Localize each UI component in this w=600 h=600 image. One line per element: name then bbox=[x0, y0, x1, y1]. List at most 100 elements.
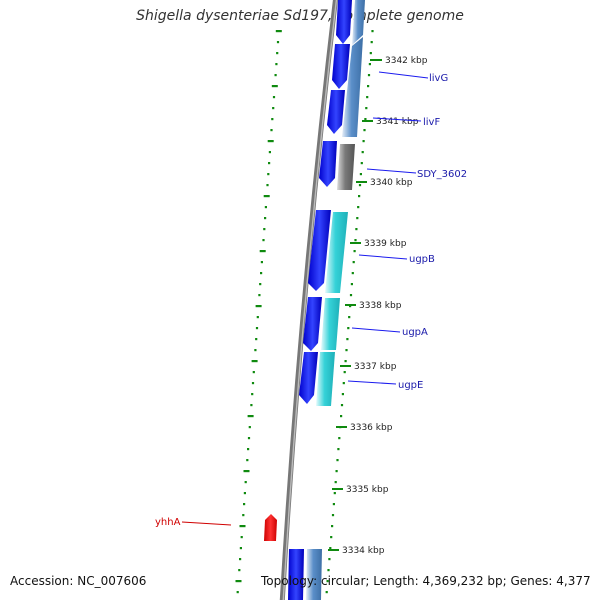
gc-skew-mark bbox=[360, 162, 363, 165]
cds-forward[interactable] bbox=[336, 0, 352, 44]
gc-skew-mark bbox=[238, 569, 241, 572]
kbp-label: 3340 kbp bbox=[370, 178, 413, 188]
cds-reverse-ugpA[interactable] bbox=[321, 298, 340, 350]
gc-skew-mark bbox=[335, 470, 338, 473]
gc-skew-mark bbox=[340, 404, 344, 407]
gc-skew-mark bbox=[259, 283, 262, 286]
gc-skew-mark bbox=[367, 85, 370, 88]
gc-skew-mark bbox=[326, 580, 329, 583]
gc-skew-mark bbox=[239, 525, 246, 528]
gc-skew-mark bbox=[267, 140, 274, 143]
gene-label-ugpA[interactable]: ugpA bbox=[402, 327, 428, 338]
gc-skew-mark bbox=[359, 173, 362, 176]
gc-skew-mark bbox=[344, 360, 347, 363]
kbp-scale: 3342 kbp 3341 kbp 3340 kbp 3339 kbp 3338… bbox=[328, 56, 428, 556]
kbp-label: 3341 kbp bbox=[376, 117, 419, 127]
gc-skew-mark bbox=[255, 305, 262, 308]
gc-skew-mark bbox=[355, 228, 358, 231]
cds-reverse[interactable] bbox=[352, 0, 365, 45]
gc-skew-mark bbox=[260, 261, 263, 264]
gc-skew-mark bbox=[251, 360, 258, 363]
gc-skew-mark bbox=[325, 591, 328, 594]
gc-skew-mark bbox=[235, 580, 242, 583]
gc-skew-mark bbox=[334, 481, 337, 484]
gc-skew-mark bbox=[365, 107, 368, 110]
gc-skew-mark bbox=[361, 151, 364, 154]
gc-skew-mark bbox=[242, 514, 245, 517]
cds-reverse[interactable] bbox=[306, 549, 322, 600]
gc-skew-mark bbox=[343, 371, 346, 374]
gene-labels: livG livF SDY_3602 ugpB ugpA ugpE yhhA bbox=[155, 71, 467, 528]
cds-forward[interactable] bbox=[288, 549, 304, 600]
leader-line bbox=[351, 327, 401, 333]
cds-forward[interactable] bbox=[303, 297, 322, 351]
gc-skew-mark bbox=[268, 162, 271, 165]
gc-skew-mark bbox=[345, 349, 348, 352]
gc-skew-mark bbox=[328, 558, 331, 561]
gc-skew-mark bbox=[243, 470, 250, 473]
cds-forward[interactable] bbox=[299, 352, 318, 404]
gc-skew-mark bbox=[258, 294, 261, 297]
gc-skew-mark bbox=[275, 63, 278, 66]
gc-skew-mark bbox=[369, 52, 372, 55]
cds-reverse-ugpE[interactable] bbox=[316, 352, 335, 406]
gc-skew-mark bbox=[270, 129, 273, 132]
gc-skew-mark bbox=[367, 74, 371, 77]
gc-skew-mark bbox=[264, 217, 267, 220]
leader-line bbox=[358, 254, 408, 260]
gc-skew-mark bbox=[252, 371, 255, 374]
cds-forward[interactable] bbox=[308, 210, 331, 291]
forward-cds-track bbox=[288, 0, 352, 600]
gene-label-SDY_3602[interactable]: SDY_3602 bbox=[417, 169, 467, 180]
gc-skew-mark bbox=[358, 184, 362, 187]
cds-reverse-livG-livF[interactable] bbox=[342, 37, 363, 137]
gc-skew-mark bbox=[248, 426, 251, 429]
gc-skew-mark bbox=[240, 536, 243, 539]
kbp-label: 3338 kbp bbox=[359, 301, 402, 311]
gc-skew-mark bbox=[236, 591, 239, 594]
gc-skew-mark bbox=[239, 547, 242, 550]
gc-skew-track-left bbox=[235, 30, 282, 594]
gc-skew-mark bbox=[263, 195, 270, 198]
leader-line bbox=[347, 380, 397, 385]
gc-skew-mark bbox=[244, 481, 247, 484]
gc-skew-mark bbox=[353, 250, 356, 253]
cds-forward[interactable] bbox=[327, 90, 345, 134]
gene-label-yhhA[interactable]: yhhA bbox=[155, 517, 181, 528]
cds-forward[interactable] bbox=[319, 141, 337, 187]
gc-skew-mark bbox=[349, 294, 353, 297]
gc-skew-mark bbox=[260, 272, 263, 275]
leader-line bbox=[181, 521, 232, 526]
gene-label-livF[interactable]: livF bbox=[423, 117, 440, 128]
gc-skew-mark bbox=[275, 30, 282, 33]
gc-skew-mark bbox=[329, 547, 332, 550]
gc-skew-mark bbox=[331, 525, 334, 528]
gc-skew-mark bbox=[327, 569, 330, 572]
gene-label-livG[interactable]: livG bbox=[429, 73, 448, 84]
gc-skew-mark bbox=[354, 239, 357, 242]
gene-label-ugpE[interactable]: ugpE bbox=[398, 380, 423, 391]
kbp-label: 3335 kbp bbox=[346, 485, 389, 495]
gc-skew-mark bbox=[259, 250, 266, 253]
cds-reverse-ugpB[interactable] bbox=[325, 212, 348, 293]
gc-skew-mark bbox=[331, 514, 335, 517]
gc-skew-mark bbox=[341, 393, 344, 396]
cds-reverse-SDY_3602[interactable] bbox=[337, 144, 355, 190]
gc-skew-mark bbox=[330, 536, 333, 539]
cds-forward[interactable] bbox=[332, 44, 350, 89]
feature-yhhA[interactable] bbox=[264, 514, 277, 541]
gc-skew-mark bbox=[256, 316, 259, 319]
gc-skew-mark bbox=[362, 140, 365, 143]
map-title: Shigella dysenteriae Sd197, complete gen… bbox=[136, 8, 464, 24]
gc-skew-mark bbox=[255, 338, 258, 341]
gc-skew-mark bbox=[336, 459, 339, 462]
kbp-label: 3342 kbp bbox=[385, 56, 428, 66]
leader-line bbox=[366, 168, 417, 174]
gc-skew-mark bbox=[271, 118, 274, 121]
gc-skew-mark bbox=[333, 492, 336, 495]
gc-skew-mark bbox=[370, 41, 373, 44]
gene-label-ugpB[interactable]: ugpB bbox=[409, 254, 435, 265]
gc-skew-mark bbox=[247, 437, 251, 440]
gc-skew-mark bbox=[366, 96, 369, 99]
